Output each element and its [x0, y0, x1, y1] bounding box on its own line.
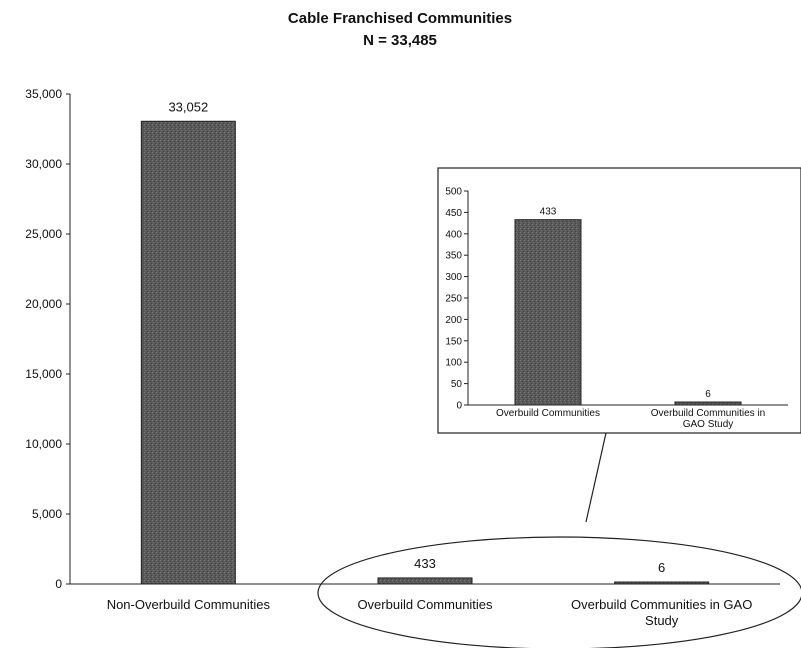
- main-y-tick-label: 30,000: [25, 157, 62, 171]
- inset-chart: 0 50 100 150 200 250 300 350 400 450 500 433 Overbui…: [437, 167, 801, 434]
- main-y-tick-label: 25,000: [25, 227, 62, 241]
- callout-connector: [585, 432, 607, 523]
- inset-frame: [437, 167, 801, 434]
- main-category-label: Non-Overbuild Communities: [107, 597, 271, 612]
- main-plot: 0 5,000 10,000 15,000 20,000 25,000 30,000 35,0…: [25, 87, 780, 628]
- main-y-tick-label: 35,000: [25, 87, 62, 101]
- main-y-tick-label: 0: [55, 577, 62, 591]
- inset-category-label: Overbuild Communities: [496, 408, 600, 419]
- inset-y-tick-label: 250: [445, 294, 462, 305]
- inset-y-tick-label: 500: [445, 187, 462, 198]
- main-y-tick-label: 20,000: [25, 297, 62, 311]
- inset-data-label: 6: [705, 389, 711, 400]
- main-category-label: Overbuild Communities in GAO Study: [571, 597, 752, 628]
- main-data-label: 433: [414, 556, 436, 571]
- chart-subtitle: N = 33,485: [363, 32, 437, 49]
- inset-bar: [674, 401, 742, 406]
- inset-plot: 0 50 100 150 200 250 300 350 400 450 500 433 Overbui…: [445, 187, 788, 430]
- main-category-label: Overbuild Communities: [357, 597, 493, 612]
- inset-bar: [514, 219, 582, 406]
- inset-data-label: 433: [540, 207, 557, 218]
- inset-category-label: Overbuild Communities in GAO Study: [651, 408, 766, 430]
- main-y-tick-label: 5,000: [32, 507, 62, 521]
- inset-y-tick-label: 100: [445, 358, 462, 369]
- inset-y-tick-label: 0: [456, 401, 462, 412]
- inset-y-tick-label: 400: [445, 229, 462, 240]
- main-data-label: 33,052: [168, 99, 208, 114]
- inset-y-tick-label: 50: [451, 379, 463, 390]
- main-y-tick-label: 10,000: [25, 437, 62, 451]
- inset-y-tick-label: 350: [445, 251, 462, 262]
- chart-title: Cable Franchised Communities: [288, 10, 512, 27]
- main-bar: [614, 581, 710, 585]
- main-y-tick-label: 15,000: [25, 367, 62, 381]
- callout-ellipse: [317, 536, 801, 648]
- main-bar: [377, 577, 473, 585]
- inset-y-tick-label: 150: [445, 336, 462, 347]
- inset-y-tick-label: 450: [445, 208, 462, 219]
- inset-y-tick-label: 200: [445, 315, 462, 326]
- main-bar: [140, 120, 236, 585]
- inset-y-tick-label: 300: [445, 272, 462, 283]
- main-data-label: 6: [658, 560, 665, 575]
